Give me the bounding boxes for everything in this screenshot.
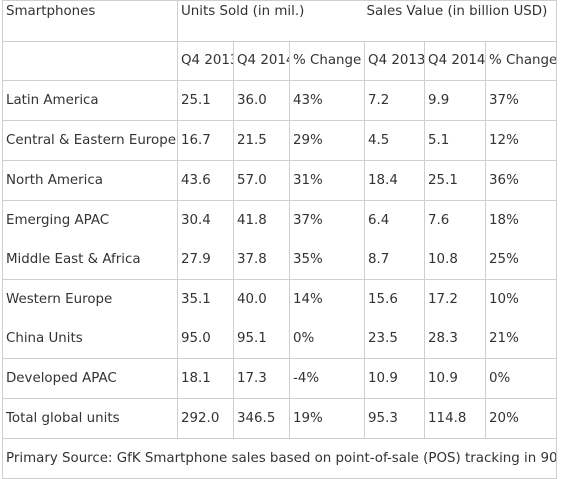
sales-q4-2014-cell: 9.9 bbox=[424, 80, 487, 121]
sales-q4-2014-cell: 28.3 bbox=[424, 319, 487, 359]
subheader-units-change: % Change bbox=[288, 41, 366, 81]
table-row: North America 43.6 57.0 31% 18.4 25.1 36… bbox=[2, 160, 558, 201]
subheader-units-q4-2014: Q4 2014 bbox=[233, 41, 290, 81]
units-change-cell: 19% bbox=[288, 398, 366, 439]
units-q4-2014-cell: 95.1 bbox=[233, 319, 290, 359]
subheader-units-q4-2013: Q4 2013 bbox=[177, 41, 234, 81]
region-cell: China Units bbox=[2, 319, 178, 359]
header-units-group: Units Sold (in mil.) bbox=[176, 0, 365, 42]
units-change-cell: 43% bbox=[288, 80, 366, 121]
sales-q4-2013-cell: 8.7 bbox=[364, 240, 426, 280]
sales-q4-2013-cell: 23.5 bbox=[364, 319, 426, 359]
subheader-sales-q4-2014: Q4 2014 bbox=[424, 41, 487, 81]
sales-change-cell: 21% bbox=[485, 319, 558, 359]
region-cell: Western Europe bbox=[2, 279, 178, 319]
sales-q4-2013-cell: 18.4 bbox=[364, 160, 426, 201]
sales-q4-2013-cell: 7.2 bbox=[364, 80, 426, 121]
sales-q4-2013-cell: 6.4 bbox=[364, 200, 426, 240]
sales-q4-2014-cell: 10.9 bbox=[424, 358, 487, 399]
table-header-row: Smartphones Units Sold (in mil.) Sales V… bbox=[2, 0, 558, 42]
table-row: Latin America 25.1 36.0 43% 7.2 9.9 37% bbox=[2, 80, 558, 121]
sales-change-cell: 10% bbox=[485, 279, 558, 319]
units-q4-2013-cell: 95.0 bbox=[177, 319, 234, 359]
units-q4-2014-cell: 37.8 bbox=[233, 240, 290, 280]
table-row: Developed APAC 18.1 17.3 -4% 10.9 10.9 0… bbox=[2, 358, 558, 399]
region-cell: Latin America bbox=[2, 80, 178, 121]
units-q4-2013-cell: 16.7 bbox=[177, 120, 234, 161]
units-q4-2013-cell: 43.6 bbox=[177, 160, 234, 201]
sales-q4-2014-cell: 17.2 bbox=[424, 279, 487, 319]
header-category: Smartphones bbox=[2, 0, 178, 42]
table-row: China Units 95.0 95.1 0% 23.5 28.3 21% bbox=[2, 319, 558, 359]
region-cell: Total global units bbox=[2, 398, 178, 439]
region-cell: Developed APAC bbox=[2, 358, 178, 399]
units-q4-2013-cell: 18.1 bbox=[177, 358, 234, 399]
subheader-sales-change: % Change bbox=[485, 41, 558, 81]
subheader-empty bbox=[2, 41, 178, 81]
sales-change-cell: 25% bbox=[485, 240, 558, 280]
units-q4-2013-cell: 27.9 bbox=[177, 240, 234, 280]
sales-change-cell: 37% bbox=[485, 80, 558, 121]
units-q4-2013-cell: 25.1 bbox=[177, 80, 234, 121]
table-row: Central & Eastern Europe 16.7 21.5 29% 4… bbox=[2, 120, 558, 161]
units-q4-2013-cell: 30.4 bbox=[177, 200, 234, 240]
units-change-cell: 29% bbox=[288, 120, 366, 161]
units-change-cell: 0% bbox=[288, 319, 366, 359]
sales-q4-2013-cell: 15.6 bbox=[364, 279, 426, 319]
sales-q4-2014-cell: 7.6 bbox=[424, 200, 487, 240]
table-row: Western Europe 35.1 40.0 14% 15.6 17.2 1… bbox=[2, 279, 558, 319]
units-q4-2014-cell: 41.8 bbox=[233, 200, 290, 240]
sales-q4-2013-cell: 10.9 bbox=[364, 358, 426, 399]
table-row-total: Total global units 292.0 346.5 19% 95.3 … bbox=[2, 398, 558, 439]
units-q4-2014-cell: 17.3 bbox=[233, 358, 290, 399]
sales-change-cell: 20% bbox=[485, 398, 558, 439]
region-cell: Middle East & Africa bbox=[2, 240, 178, 280]
sales-change-cell: 12% bbox=[485, 120, 558, 161]
sales-change-cell: 36% bbox=[485, 160, 558, 201]
units-q4-2014-cell: 346.5 bbox=[233, 398, 290, 439]
units-change-cell: 35% bbox=[288, 240, 366, 280]
table-source-row: Primary Source: GfK Smartphone sales bas… bbox=[1, 438, 558, 479]
units-q4-2013-cell: 292.0 bbox=[177, 398, 234, 439]
units-q4-2014-cell: 36.0 bbox=[233, 80, 290, 121]
units-q4-2013-cell: 35.1 bbox=[177, 279, 234, 319]
units-q4-2014-cell: 21.5 bbox=[233, 120, 290, 161]
table-subheader-row: Q4 2013 Q4 2014 % Change Q4 2013 Q4 2014… bbox=[2, 41, 558, 81]
subheader-sales-q4-2013: Q4 2013 bbox=[364, 41, 426, 81]
sales-q4-2014-cell: 10.8 bbox=[424, 240, 487, 280]
sales-q4-2013-cell: 4.5 bbox=[364, 120, 426, 161]
table-row: Emerging APAC 30.4 41.8 37% 6.4 7.6 18% bbox=[2, 200, 558, 240]
units-change-cell: 31% bbox=[288, 160, 366, 201]
units-change-cell: 14% bbox=[288, 279, 366, 319]
units-change-cell: -4% bbox=[288, 358, 366, 399]
source-note: Primary Source: GfK Smartphone sales bas… bbox=[1, 438, 558, 479]
units-q4-2014-cell: 40.0 bbox=[233, 279, 290, 319]
table-row: Middle East & Africa 27.9 37.8 35% 8.7 1… bbox=[2, 240, 558, 280]
sales-change-cell: 18% bbox=[485, 200, 558, 240]
sales-q4-2013-cell: 95.3 bbox=[364, 398, 426, 439]
header-sales-group: Sales Value (in billion USD) bbox=[364, 0, 558, 42]
units-change-cell: 37% bbox=[288, 200, 366, 240]
sales-q4-2014-cell: 114.8 bbox=[424, 398, 487, 439]
region-cell: Emerging APAC bbox=[2, 200, 178, 240]
units-q4-2014-cell: 57.0 bbox=[233, 160, 290, 201]
sales-q4-2014-cell: 25.1 bbox=[424, 160, 487, 201]
region-cell: North America bbox=[2, 160, 178, 201]
sales-change-cell: 0% bbox=[485, 358, 558, 399]
sales-q4-2014-cell: 5.1 bbox=[424, 120, 487, 161]
region-cell: Central & Eastern Europe bbox=[2, 120, 178, 161]
